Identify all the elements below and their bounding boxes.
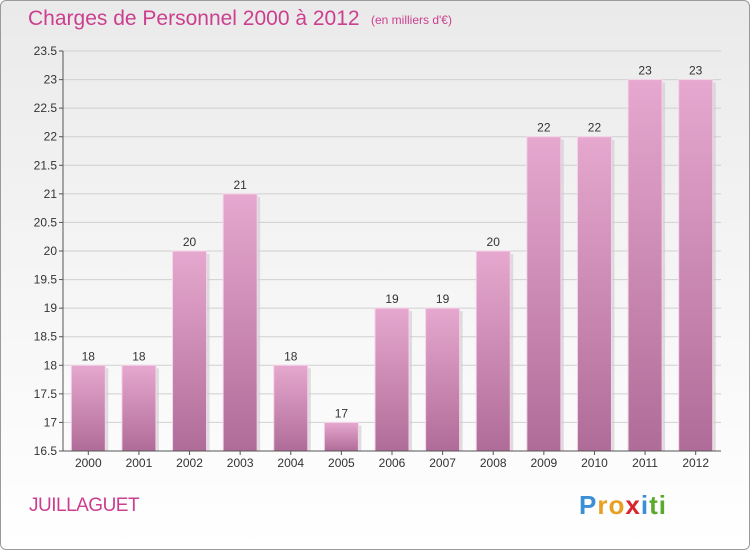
bar-value-label: 17 [335, 406, 349, 420]
x-tick-label: 2004 [277, 456, 304, 470]
labels: 16.5 17 17.5 18 18.5 19 19.5 20 20.5 21 21.5 22 22.5… [34, 44, 710, 470]
x-tick-label: 2003 [227, 456, 254, 470]
y-tick-label: 20 [44, 244, 58, 258]
bar [374, 307, 410, 452]
x-tick-label: 2012 [682, 456, 709, 470]
bar-value-label: 18 [82, 349, 96, 363]
bar [475, 250, 511, 452]
y-tick-label: 17.5 [34, 387, 58, 401]
axes [59, 50, 721, 455]
bar [172, 250, 208, 452]
x-tick-label: 2007 [429, 456, 456, 470]
y-tick-label: 22.5 [34, 101, 58, 115]
bar-value-label: 19 [436, 292, 450, 306]
bar [70, 364, 106, 452]
bar-value-label: 18 [132, 349, 146, 363]
bar-value-label: 18 [284, 349, 298, 363]
bars [70, 79, 716, 452]
y-tick-label: 18 [44, 358, 58, 372]
y-tick-label: 20.5 [34, 215, 58, 229]
logo-letter: t [649, 490, 659, 520]
bar [323, 421, 359, 452]
x-tick-label: 2000 [75, 456, 102, 470]
x-tick-label: 2009 [530, 456, 557, 470]
chart-title: Charges de Personnel 2000 à 2012 [28, 7, 360, 30]
bar-value-label: 20 [183, 235, 197, 249]
x-tick-label: 2010 [581, 456, 608, 470]
logo-letter: i [640, 490, 650, 520]
y-tick-label: 17 [44, 415, 58, 429]
logo-letter: o [608, 490, 626, 520]
logo-letter: P [579, 490, 598, 520]
y-tick-label: 23.5 [34, 44, 58, 58]
y-tick-label: 19 [44, 301, 58, 315]
commune-name: JUILLAGUET [29, 495, 140, 516]
bar-value-label: 23 [689, 64, 703, 78]
y-tick-label: 16.5 [34, 444, 58, 458]
x-tick-label: 2008 [480, 456, 507, 470]
y-tick-label: 22 [44, 130, 58, 144]
bar [121, 364, 157, 452]
bar [273, 364, 309, 452]
bar [627, 79, 663, 452]
y-tick-label: 19.5 [34, 273, 58, 287]
bar-value-label: 22 [537, 121, 551, 135]
bar-value-label: 22 [588, 121, 602, 135]
bar-value-label: 21 [233, 178, 247, 192]
x-tick-label: 2006 [379, 456, 406, 470]
x-tick-label: 2005 [328, 456, 355, 470]
bar-value-label: 23 [638, 64, 652, 78]
y-tick-label: 23 [44, 73, 58, 87]
logo-letter: x [625, 490, 641, 520]
bar [576, 136, 612, 452]
bar [526, 136, 562, 452]
x-tick-label: 2011 [632, 456, 658, 470]
y-tick-label: 21 [44, 187, 58, 201]
logo-letter: i [658, 490, 667, 520]
bar [222, 193, 258, 452]
bar-value-label: 19 [385, 292, 399, 306]
chart-subtitle: (en milliers d'€) [371, 13, 452, 27]
bar [678, 79, 714, 452]
logo-letter: r [597, 490, 609, 520]
y-tick-label: 18.5 [34, 330, 58, 344]
y-tick-label: 21.5 [34, 158, 58, 172]
bar-value-label: 20 [487, 235, 501, 249]
bar [425, 307, 461, 452]
x-tick-label: 2001 [126, 456, 153, 470]
x-tick-label: 2002 [176, 456, 203, 470]
proxiti-logo: Proxiti [579, 490, 667, 521]
